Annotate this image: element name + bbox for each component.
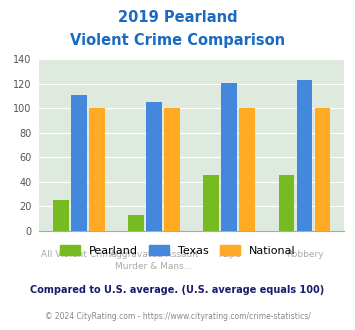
Bar	[279, 175, 294, 231]
Bar	[203, 175, 219, 231]
Bar	[128, 215, 144, 231]
Bar	[89, 109, 105, 231]
Bar	[315, 109, 331, 231]
Text: Violent Crime Comparison: Violent Crime Comparison	[70, 33, 285, 48]
Legend: Pearland, Texas, National: Pearland, Texas, National	[55, 241, 300, 260]
Text: Aggravated Assault: Aggravated Assault	[110, 250, 198, 259]
Bar	[146, 102, 162, 231]
Text: Compared to U.S. average. (U.S. average equals 100): Compared to U.S. average. (U.S. average …	[31, 285, 324, 295]
Text: © 2024 CityRating.com - https://www.cityrating.com/crime-statistics/: © 2024 CityRating.com - https://www.city…	[45, 312, 310, 321]
Text: All Violent Crime: All Violent Crime	[41, 250, 117, 259]
Bar	[164, 109, 180, 231]
Text: Murder & Mans...: Murder & Mans...	[115, 262, 193, 271]
Text: Rape: Rape	[218, 250, 241, 259]
Text: Robbery: Robbery	[286, 250, 323, 259]
Text: 2019 Pearland: 2019 Pearland	[118, 10, 237, 25]
Bar	[222, 83, 237, 231]
Bar	[240, 109, 255, 231]
Bar	[297, 80, 312, 231]
Bar	[53, 200, 69, 231]
Bar	[71, 95, 87, 231]
